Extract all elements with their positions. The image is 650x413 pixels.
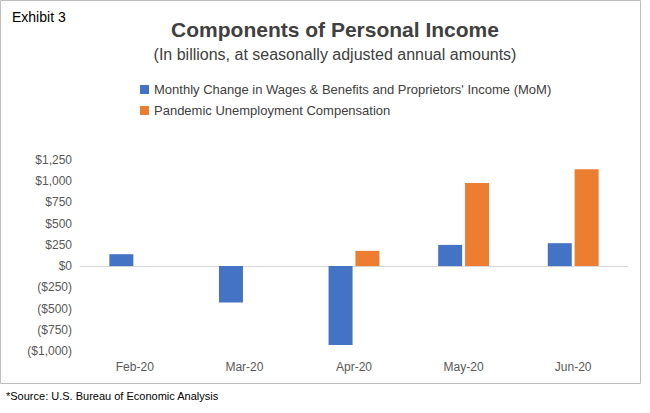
svg-text:Monthly Change in Wages & Bene: Monthly Change in Wages & Benefits and P…	[154, 82, 551, 97]
svg-text:$250: $250	[45, 238, 72, 252]
svg-text:Feb-20: Feb-20	[116, 360, 154, 374]
svg-text:$0: $0	[59, 259, 73, 273]
svg-text:*Source: U.S. Bureau of Econom: *Source: U.S. Bureau of Economic Analysi…	[6, 390, 219, 402]
svg-text:$1,250: $1,250	[35, 153, 72, 167]
svg-text:$500: $500	[45, 217, 72, 231]
svg-text:($750): ($750)	[37, 323, 72, 337]
svg-text:Exhibit 3: Exhibit 3	[12, 9, 66, 25]
svg-text:Components of Personal Income: Components of Personal Income	[171, 18, 499, 41]
svg-text:Jun-20: Jun-20	[555, 360, 592, 374]
svg-text:$1,000: $1,000	[35, 174, 72, 188]
svg-text:(In billions, at seasonally ad: (In billions, at seasonally adjusted ann…	[154, 46, 517, 63]
svg-text:Pandemic Unemployment Compensa: Pandemic Unemployment Compensation	[154, 103, 390, 118]
svg-text:Mar-20: Mar-20	[225, 360, 263, 374]
svg-text:($250): ($250)	[37, 280, 72, 294]
svg-text:May-20: May-20	[444, 360, 484, 374]
svg-text:($500): ($500)	[37, 302, 72, 316]
svg-text:Apr-20: Apr-20	[336, 360, 372, 374]
svg-text:$750: $750	[45, 195, 72, 209]
svg-text:($1,000): ($1,000)	[27, 344, 72, 358]
